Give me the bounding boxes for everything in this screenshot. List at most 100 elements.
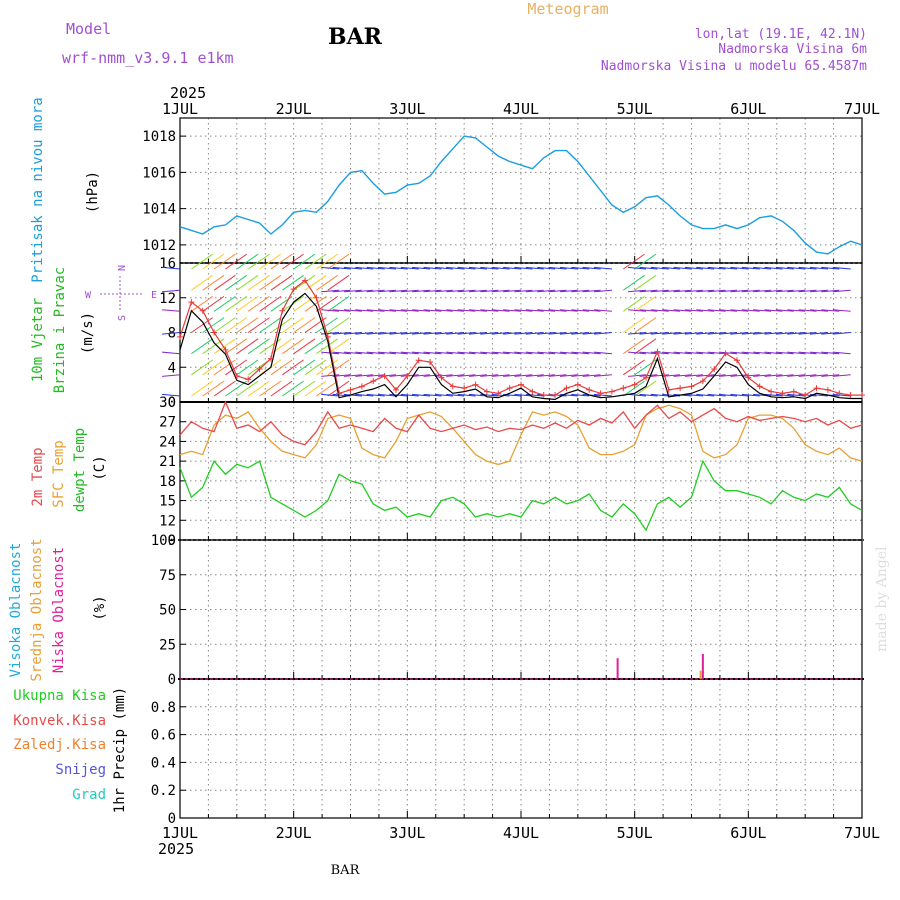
wind-barb	[400, 289, 419, 293]
wind-barb	[628, 351, 647, 355]
wind-barb	[412, 351, 431, 355]
legend-snow: Snijeg	[55, 762, 106, 778]
wind-barb	[282, 253, 304, 270]
wind-barb	[639, 374, 658, 377]
wind-barb	[673, 309, 692, 312]
wind-barb	[634, 295, 657, 312]
wind-barb	[457, 266, 476, 270]
gust-marker	[313, 294, 320, 301]
wind-barb	[293, 253, 316, 270]
y-tick-label: 18	[159, 474, 176, 490]
wind-barb	[514, 351, 533, 355]
wind-barb	[327, 253, 350, 270]
wind-barb	[259, 380, 282, 397]
gust-markers	[177, 277, 865, 399]
wind-barb	[213, 338, 236, 355]
wind-speed-line	[179, 292, 862, 401]
gust-marker	[279, 307, 286, 314]
wind-barb	[327, 359, 350, 376]
wind-barb	[468, 309, 487, 312]
wind-barb	[764, 266, 783, 270]
wind-barb	[537, 351, 556, 355]
x-tick-label-top: 3JUL	[389, 100, 425, 118]
wind-barb	[468, 289, 487, 293]
wind-barb	[327, 295, 350, 312]
wind-barb	[514, 266, 533, 270]
wind-barb	[525, 266, 544, 270]
wind-barb	[832, 266, 851, 270]
wind-barb	[593, 393, 612, 397]
wind-barb	[213, 295, 236, 312]
wind-barb	[582, 374, 601, 377]
wind-barb	[213, 317, 236, 333]
wind-barb	[434, 374, 453, 377]
gust-marker	[813, 385, 820, 392]
gust-marker	[256, 365, 263, 372]
gust-marker	[654, 348, 661, 355]
x-tick-label-bottom: 2JUL	[276, 824, 312, 842]
gust-marker	[336, 390, 343, 397]
wind-barb	[434, 332, 453, 335]
wind-barb	[366, 289, 385, 293]
wind-barb	[355, 266, 374, 270]
wind-barb	[571, 309, 590, 312]
wind-barb	[191, 295, 213, 312]
station-title: BAR	[328, 24, 383, 50]
wind-barb	[514, 289, 533, 293]
y-tick-label: 24	[159, 434, 176, 450]
wind-barb	[446, 332, 465, 335]
wind-barb	[753, 289, 772, 293]
x-tick-label-bottom: 7JUL	[844, 824, 880, 842]
gust-marker	[188, 299, 195, 306]
legend-conv: Konvek.Kisa	[13, 713, 106, 729]
wind-barb	[377, 266, 397, 270]
wind-barb	[525, 374, 544, 377]
wind-barb	[304, 338, 327, 355]
legend-frz: Zaledj.Kisa	[13, 737, 106, 753]
gust-marker	[768, 388, 775, 395]
x-tick-label-bottom: 5JUL	[617, 824, 653, 842]
wind-barb	[400, 266, 419, 270]
wind-barb	[202, 317, 225, 333]
wind-barb	[304, 274, 327, 291]
wind-barb	[741, 266, 760, 270]
wind-barb	[741, 393, 760, 397]
gust-marker	[824, 386, 831, 393]
wind-barb	[673, 374, 692, 377]
gust-marker	[665, 386, 672, 393]
wind-barb	[673, 289, 692, 293]
wind-barb	[787, 309, 806, 312]
wind-barb	[639, 393, 658, 397]
wind-barb	[247, 380, 270, 397]
wind-barb	[446, 266, 465, 270]
wind-barb	[457, 393, 476, 397]
wind-barb	[247, 253, 270, 270]
gust-marker	[427, 359, 434, 366]
gust-marker	[245, 376, 252, 383]
wind-barb	[321, 393, 340, 397]
cloud-bar-mid	[699, 670, 702, 679]
wind-barb	[787, 374, 806, 377]
wind-barb	[684, 351, 703, 355]
gust-marker	[552, 392, 559, 399]
wind-barb	[628, 332, 647, 335]
wind-barb	[753, 351, 772, 355]
wind-barb	[491, 289, 510, 293]
elevation-label: Nadmorska Visina 6m	[718, 42, 867, 57]
wind-barb	[593, 374, 612, 377]
wind-barb	[213, 359, 236, 376]
wind-barb	[355, 351, 374, 355]
wind-barb	[304, 380, 327, 397]
wind-barb	[213, 380, 236, 397]
compass-south: S	[117, 315, 128, 321]
wind-barb	[366, 266, 385, 270]
gust-marker	[836, 390, 843, 397]
wind-barb	[696, 266, 715, 270]
wind-barb	[366, 351, 385, 355]
wind-barb	[821, 332, 840, 335]
wind-barb	[191, 253, 213, 270]
wind-barb	[548, 289, 567, 293]
wind-barb	[623, 253, 645, 270]
wind-barb	[321, 289, 340, 293]
wind-barb	[389, 289, 408, 293]
